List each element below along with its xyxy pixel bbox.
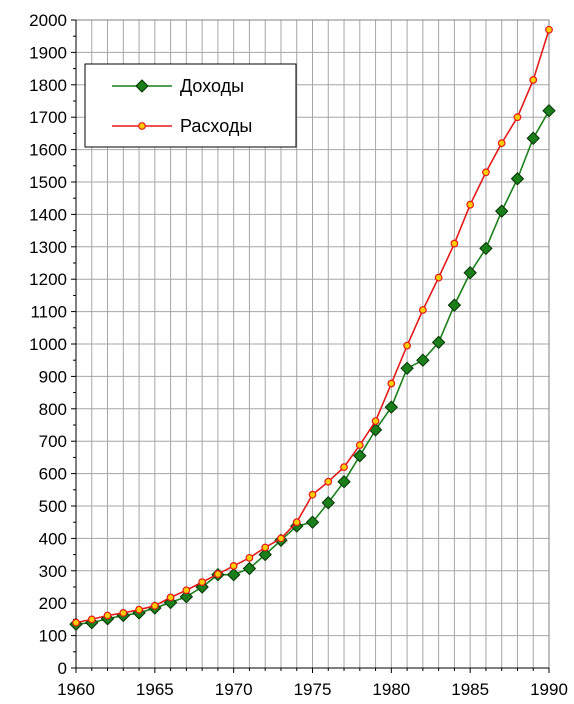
y-tick-label: 1400: [29, 205, 67, 224]
data-point: [545, 25, 553, 34]
x-tick-label: 1970: [215, 680, 253, 699]
y-tick-label: 1500: [29, 173, 67, 192]
x-tick-label: 1985: [451, 680, 489, 699]
legend-label: Расходы: [180, 116, 252, 136]
data-point: [258, 547, 272, 562]
data-point: [542, 104, 556, 118]
data-point: [229, 562, 238, 570]
y-tick-label: 2000: [29, 11, 67, 30]
y-tick-label: 1700: [29, 108, 67, 127]
data-point: [416, 353, 430, 367]
data-point: [371, 417, 380, 426]
data-point: [340, 463, 348, 472]
x-tick-label: 1965: [136, 680, 174, 699]
data-point: [292, 518, 301, 527]
data-point: [182, 586, 191, 595]
data-point: [135, 605, 143, 614]
data-point: [103, 611, 112, 620]
data-point: [213, 570, 222, 578]
y-tick-label: 700: [39, 432, 67, 451]
data-point: [384, 400, 399, 414]
x-tick-label: 1975: [294, 680, 332, 699]
data-point: [479, 241, 493, 256]
data-point: [308, 490, 317, 499]
x-tick-label: 1960: [57, 680, 95, 699]
legend: Доходы Расходы: [84, 63, 297, 148]
axes: 0 100 200 300 400 500 600 700 800 900 1000 1100 1200…: [29, 11, 568, 699]
y-tick-label: 100: [39, 627, 67, 646]
data-point: [198, 578, 207, 587]
y-tick-label: 1200: [29, 270, 67, 289]
data-point: [513, 113, 522, 122]
legend-marker: [138, 122, 146, 130]
data-point: [72, 618, 80, 627]
data-point: [261, 543, 270, 552]
legend-marker: [135, 79, 149, 93]
y-tick-label: 900: [39, 367, 67, 386]
data-point: [466, 200, 475, 209]
data-point: [337, 474, 351, 489]
series-rashody: [72, 25, 553, 627]
data-point: [482, 168, 490, 177]
data-point: [403, 341, 412, 350]
data-point: [150, 601, 159, 610]
y-tick-label: 1100: [30, 303, 67, 322]
x-tick-label: 1980: [372, 680, 410, 699]
data-point: [324, 477, 333, 486]
data-point: [353, 449, 367, 463]
data-point: [431, 335, 446, 350]
y-tick-label: 800: [39, 400, 67, 419]
data-point: [245, 553, 254, 562]
y-tick-label: 1600: [29, 141, 67, 160]
legend-box: [84, 63, 297, 148]
data-point: [400, 361, 414, 376]
legend-item: Доходы: [112, 76, 244, 96]
data-point: [450, 239, 459, 248]
y-tick-label: 1300: [29, 238, 67, 257]
y-tick-label: 300: [39, 562, 67, 581]
data-point: [497, 139, 506, 148]
data-point: [434, 273, 443, 282]
data-point: [321, 496, 335, 510]
data-point: [166, 593, 175, 602]
data-point: [119, 609, 128, 617]
y-tick-label: 600: [39, 465, 67, 484]
data-point: [368, 423, 383, 437]
data-point: [355, 441, 364, 449]
data-point: [463, 266, 477, 280]
y-tick-label: 1800: [29, 76, 67, 95]
y-tick-label: 1000: [29, 335, 67, 354]
data-point: [226, 567, 241, 582]
data-point: [179, 590, 194, 604]
data-point: [305, 515, 320, 529]
series-layer: [69, 25, 556, 631]
y-tick-label: 200: [39, 594, 67, 613]
data-point: [87, 615, 96, 624]
y-tick-label: 500: [39, 497, 67, 516]
legend-label: Доходы: [180, 76, 244, 96]
data-point: [510, 172, 525, 186]
data-point: [494, 204, 509, 218]
x-tick-label: 1990: [530, 680, 568, 699]
data-point: [418, 306, 427, 314]
data-point: [242, 561, 257, 576]
y-tick-label: 400: [39, 529, 67, 548]
data-point: [526, 131, 540, 145]
y-tick-label: 1900: [29, 43, 67, 62]
y-tick-label: 0: [58, 659, 67, 678]
data-point: [387, 379, 396, 388]
data-point: [277, 534, 285, 543]
data-point: [447, 298, 462, 312]
data-point: [529, 76, 538, 84]
legend-item: Расходы: [112, 116, 252, 136]
